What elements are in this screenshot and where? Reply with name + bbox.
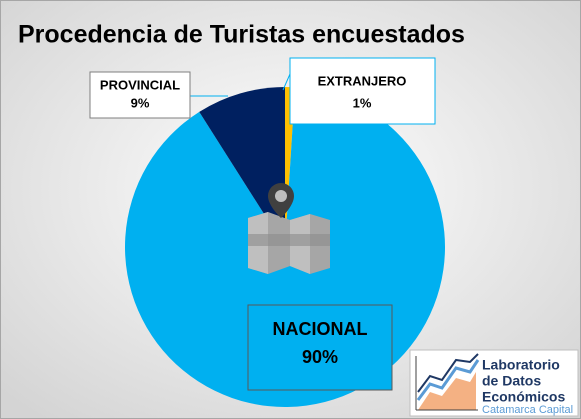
- callouts: [89, 57, 436, 391]
- data-label-value: 1%: [353, 95, 372, 110]
- label-box: [247, 304, 393, 391]
- logo-text: Catamarca Capital: [482, 404, 573, 416]
- logo-text: de Datos: [482, 373, 541, 389]
- data-label-value: 9%: [131, 95, 150, 110]
- leader-line: [282, 73, 291, 91]
- data-label-name: EXTRANJERO: [318, 73, 407, 88]
- chart-title: Procedencia de Turistas encuestados: [18, 21, 465, 49]
- logo-text: Económicos: [482, 389, 565, 405]
- pie-slice: [199, 87, 285, 247]
- data-label-name: NACIONAL: [273, 319, 368, 339]
- label-box: [289, 57, 436, 125]
- data-label-value: 90%: [302, 347, 338, 367]
- label-box: [89, 71, 191, 119]
- data-label-name: PROVINCIAL: [100, 77, 180, 92]
- map-icon: [248, 183, 330, 274]
- logo-text: Laboratorio: [482, 357, 560, 373]
- logo: [409, 349, 579, 417]
